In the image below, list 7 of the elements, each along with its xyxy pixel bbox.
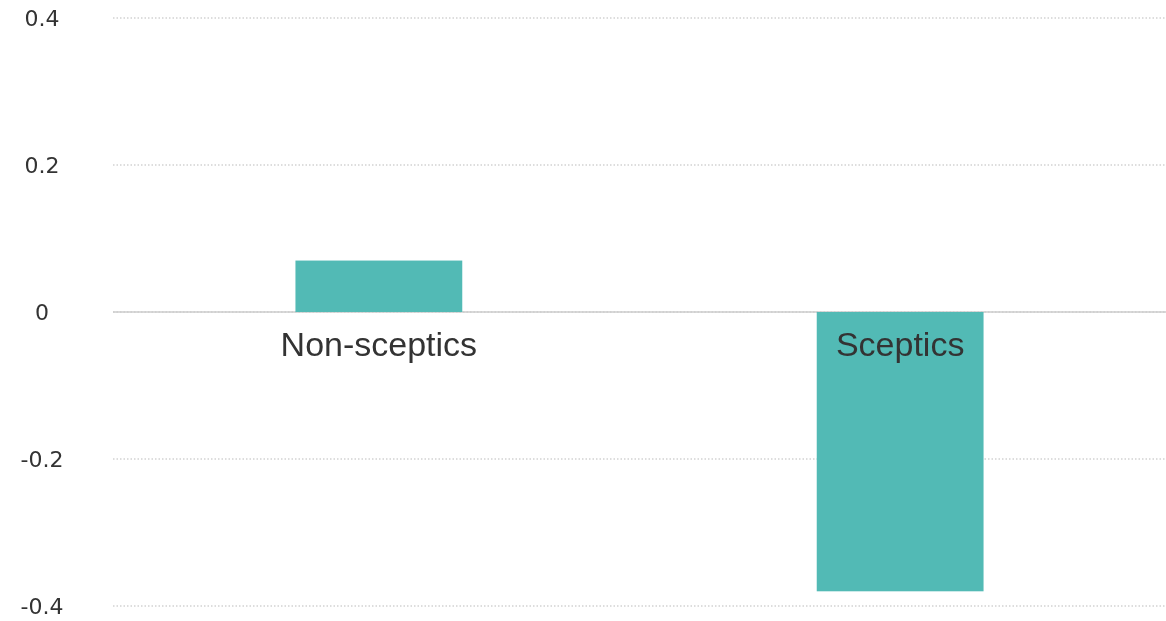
y-tick-label: 0.2 <box>24 152 60 178</box>
y-tick-label: 0.4 <box>24 5 60 31</box>
x-tick-label: Sceptics <box>835 325 965 363</box>
x-tick-label: Non-sceptics <box>280 325 478 363</box>
y-tick-label: -0.4 <box>20 593 64 619</box>
y-tick-label: -0.2 <box>20 446 64 472</box>
y-tick-label: 0 <box>35 299 49 325</box>
